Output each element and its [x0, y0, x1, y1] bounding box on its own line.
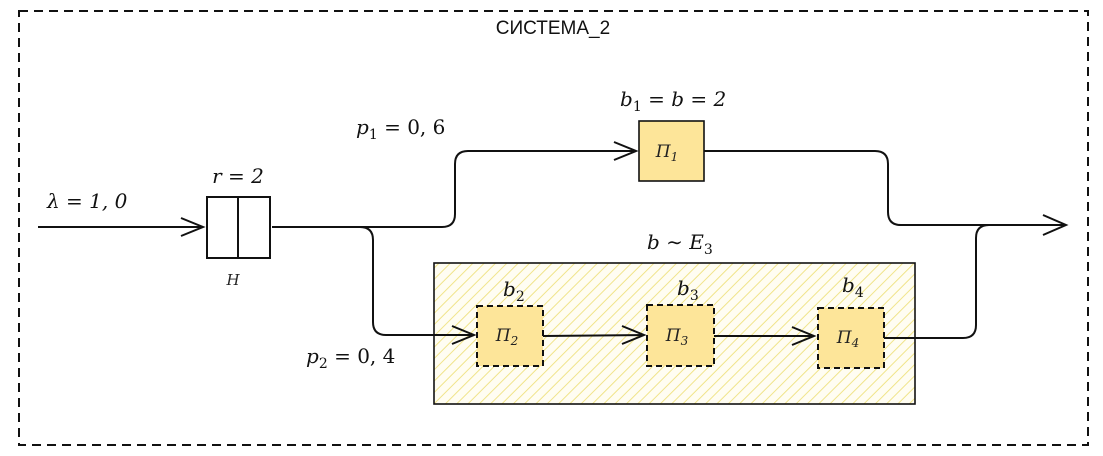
server-1-label: b1 = b = 2: [620, 87, 726, 115]
bottom-branch-line: [359, 226, 474, 336]
phase-3-4-arrowhead: [791, 326, 817, 346]
phase-2-label: b2: [503, 277, 525, 305]
top-branch-line: [272, 150, 636, 228]
queue-name: H: [225, 271, 240, 289]
phase-4-label: b4: [842, 273, 864, 301]
phase-2-3-arrow: [542, 334, 645, 337]
phase-4-name: П4: [836, 328, 859, 350]
server-1-name: П1: [655, 142, 678, 164]
phase-2-3-arrowhead: [621, 325, 647, 345]
bottom-branch-arrowhead: [451, 325, 477, 345]
erlang-label: b ∼ E3: [647, 230, 713, 258]
p1-label: p1 = 0, 6: [356, 115, 445, 143]
server-1-output-line: [704, 150, 1065, 226]
phase-4-output-line: [884, 224, 990, 339]
input-arrowhead: [180, 217, 206, 237]
phase-3-label: b3: [677, 276, 699, 304]
p2-label: p2 = 0, 4: [306, 344, 395, 372]
queue-r-label: r = 2: [212, 164, 264, 188]
phase-3: [646, 304, 715, 367]
top-branch-arrowhead: [613, 141, 639, 161]
lambda-label: λ = 1, 0: [46, 189, 128, 213]
phase-2-name: П2: [495, 326, 518, 348]
phase-3-name: П3: [665, 326, 689, 348]
output-arrowhead: [1042, 214, 1069, 236]
system-title: СИСТЕМА_2: [496, 18, 610, 39]
server-1: [638, 120, 705, 182]
